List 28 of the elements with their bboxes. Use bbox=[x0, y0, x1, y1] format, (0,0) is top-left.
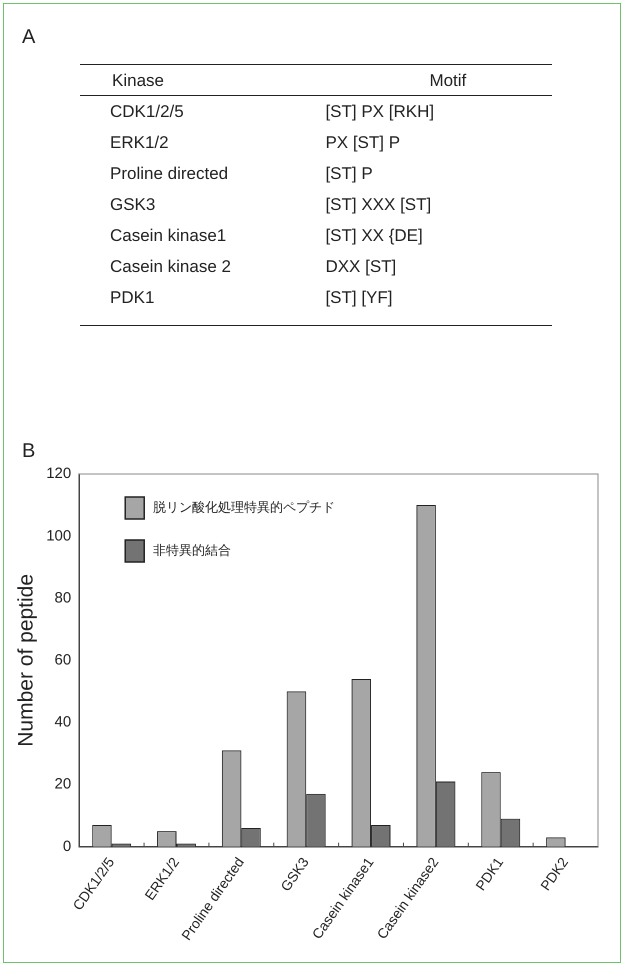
y-tick-label: 40 bbox=[54, 714, 72, 731]
text: PX [ST] P bbox=[325, 132, 402, 154]
legend-label: 非特異的結合 bbox=[153, 543, 232, 558]
y-tick-label: 100 bbox=[46, 527, 72, 544]
text: [ST] [YF] bbox=[325, 282, 552, 326]
y-tick-label: 60 bbox=[54, 651, 72, 668]
text: [ST] PX [RKH] bbox=[325, 101, 436, 123]
text: [ST] XX {DE] bbox=[325, 225, 424, 247]
text: [ST] XXX [ST] bbox=[325, 194, 432, 216]
y-tick-label: 0 bbox=[62, 838, 72, 855]
text: GSK3 bbox=[109, 194, 156, 216]
text: ERK1/2 bbox=[109, 132, 170, 154]
legend-label: 脱リン酸化処理特異的ペプチド bbox=[153, 500, 336, 516]
text: [ST] P bbox=[325, 163, 374, 185]
text: Proline directed bbox=[109, 163, 230, 185]
text: Casein kinase 2 bbox=[109, 256, 232, 278]
y-axis-title: Number of peptide bbox=[14, 574, 38, 747]
y-tick-label: 120 bbox=[46, 465, 72, 482]
y-tick-label: 20 bbox=[54, 776, 72, 793]
text: A bbox=[22, 26, 36, 49]
text: Kinase bbox=[80, 64, 326, 96]
text: Casein kinase1 bbox=[109, 225, 228, 247]
text: Motif bbox=[325, 64, 552, 96]
text: PDK1 bbox=[80, 282, 326, 326]
y-tick-label: 80 bbox=[54, 589, 72, 606]
text: CDK1/2/5 bbox=[109, 101, 185, 123]
chart-title: B bbox=[22, 440, 36, 463]
text: DXX [ST] bbox=[325, 256, 398, 278]
